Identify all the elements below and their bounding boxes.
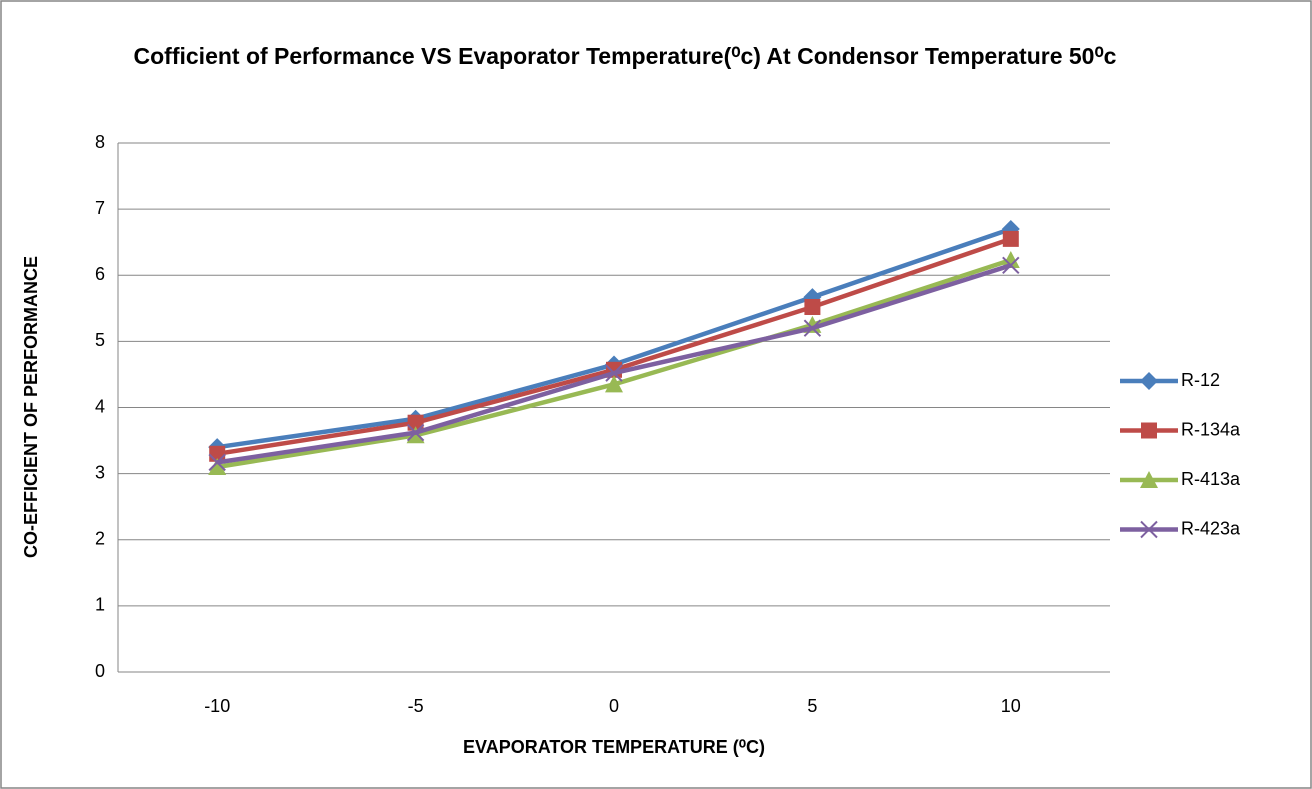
data-point [1002,256,1020,275]
y-tick-label: 2 [95,529,105,549]
y-tick-label: 4 [95,396,105,416]
legend-label: R-12 [1181,370,1220,390]
legend-label: R-413a [1181,469,1241,489]
x-tick-label: 5 [807,696,817,716]
legend-marker [1140,471,1158,488]
data-point [208,458,227,476]
data-point [406,423,425,442]
y-tick-label: 7 [95,198,105,218]
x-tick-label: -5 [408,696,424,716]
data-point [605,375,623,393]
y-tick-label: 8 [95,132,105,152]
chart-title: Cofficient of Performance VS Evaporator … [133,43,1117,69]
legend-marker [1141,422,1157,439]
data-point [804,298,821,315]
x-axis-label: EVAPORATOR TEMPERATURE (⁰C) [463,737,765,757]
data-point [1002,230,1019,247]
y-tick-label: 0 [95,661,105,681]
legend-marker [1140,520,1158,539]
legend-label: R-423a [1181,518,1241,538]
legend-label: R-134a [1181,419,1241,439]
y-tick-label: 6 [95,264,105,284]
legend-marker [1140,372,1158,390]
data-point [803,319,822,337]
x-tick-label: -10 [204,696,230,716]
x-tick-label: 0 [609,696,619,716]
data-point [1001,251,1020,269]
y-tick-label: 1 [95,595,105,615]
data-point [605,364,623,382]
y-tick-label: 5 [95,330,105,350]
data-point [407,414,424,431]
data-point [208,453,226,472]
y-tick-label: 3 [95,462,105,482]
y-axis-label: CO-EFFICIENT OF PERFORMANCE [21,256,41,558]
x-tick-label: 10 [1001,696,1021,716]
